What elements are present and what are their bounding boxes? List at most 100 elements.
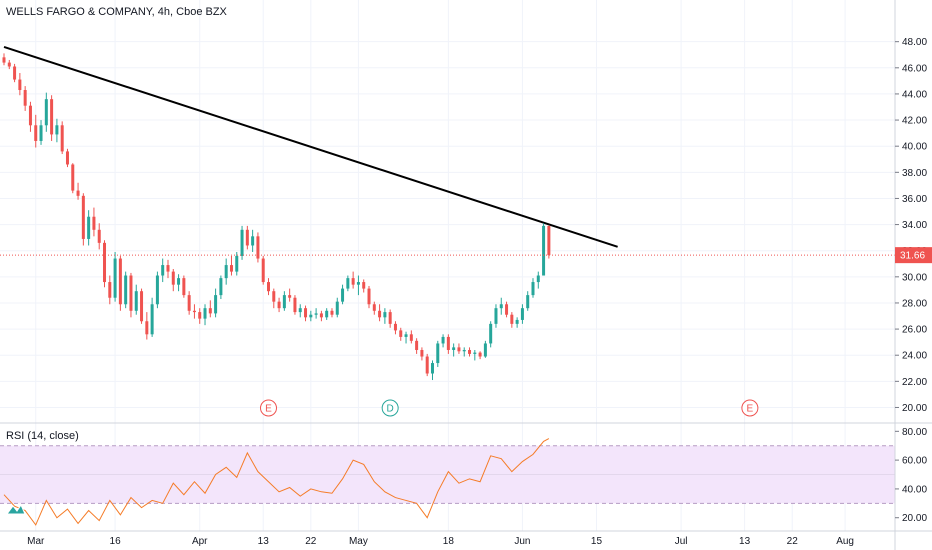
candle-body	[124, 275, 128, 305]
candle-body	[87, 216, 91, 239]
candle-body	[134, 291, 138, 311]
candle-body	[325, 310, 329, 318]
candle-body	[378, 310, 382, 318]
candle-body	[478, 352, 482, 357]
candle-body	[314, 313, 318, 315]
rsi-label: RSI (14, close)	[6, 430, 79, 442]
candle-body	[71, 164, 75, 191]
rsi-line	[3, 438, 550, 526]
candle-body	[55, 125, 59, 135]
candle-body	[161, 265, 165, 276]
candle-body	[430, 363, 434, 374]
candle-body	[415, 340, 419, 350]
candle-body	[23, 90, 27, 106]
earnings-marker-label: E	[747, 404, 754, 415]
candle-body	[404, 334, 408, 337]
current-price-label: 31.66	[900, 251, 925, 262]
time-tick-label: Jul	[675, 536, 688, 547]
price-tick-label: 26.00	[902, 325, 927, 336]
candle-body	[304, 308, 308, 318]
earnings-marker[interactable]	[260, 399, 277, 417]
time-tick-label: Aug	[836, 536, 854, 547]
candle-body	[436, 343, 440, 364]
candle-body	[499, 304, 503, 309]
time-tick-label: May	[349, 536, 368, 547]
price-tick-label: 28.00	[902, 298, 927, 309]
candle-body	[505, 304, 509, 315]
price-tick-label: 40.00	[902, 142, 927, 153]
candle-body	[399, 330, 403, 337]
grid	[0, 0, 895, 531]
candle-body	[515, 319, 519, 324]
time-tick-label: 16	[110, 536, 122, 547]
candle-body	[367, 288, 371, 305]
candle-body	[309, 314, 313, 318]
candle-body	[44, 99, 48, 126]
rsi-tick-label: 40.00	[902, 484, 927, 495]
time-tick-label: 13	[739, 536, 751, 547]
candle-body	[145, 321, 149, 335]
candle-body	[7, 62, 11, 67]
candle-body	[393, 323, 397, 331]
candle-body	[13, 66, 17, 80]
price-tick-label: 42.00	[902, 116, 927, 127]
candle-body	[298, 308, 302, 313]
candle-body	[166, 265, 170, 272]
earnings-marker[interactable]	[741, 399, 759, 417]
candle-body	[171, 271, 175, 285]
chart-title: WELLS FARGO & COMPANY, 4h, Cboe BZX	[6, 6, 228, 18]
candle-body	[341, 288, 345, 302]
rsi-tick-label: 60.00	[902, 456, 927, 467]
candle-body	[18, 79, 22, 91]
price-tick-label: 20.00	[902, 403, 927, 414]
candle-body	[420, 349, 424, 357]
tradingview-logo-icon[interactable]	[4, 500, 28, 518]
candle-body	[520, 308, 524, 320]
trendline-layer[interactable]	[3, 45, 618, 248]
candle-body	[28, 105, 32, 126]
candle-body	[425, 356, 429, 374]
candle-body	[351, 278, 355, 285]
rsi-tick-label: 20.00	[902, 513, 927, 524]
candle-body	[118, 258, 122, 305]
trendline[interactable]	[3, 45, 618, 248]
dividend-marker[interactable]	[381, 399, 399, 417]
candle-body	[108, 282, 112, 298]
candle-body	[208, 308, 212, 314]
candle-body	[97, 229, 101, 243]
candle-body	[388, 312, 392, 324]
candle-body	[256, 236, 260, 259]
candle-body	[330, 310, 334, 315]
rsi-tick-label: 80.00	[902, 427, 927, 438]
candle-body	[531, 282, 535, 296]
candle-body	[192, 310, 196, 313]
candle-body	[214, 295, 218, 314]
price-tick-label: 48.00	[902, 37, 927, 48]
candle-body	[409, 334, 413, 341]
candle-body	[362, 282, 366, 289]
candle-body	[483, 343, 487, 357]
rsi-line-layer	[3, 438, 550, 526]
price-tick-label: 36.00	[902, 194, 927, 205]
candle-body	[224, 265, 228, 279]
candle-body	[526, 295, 530, 309]
candle-body	[319, 313, 323, 318]
candle-body	[39, 125, 43, 141]
candle-body	[494, 308, 498, 324]
candle-body	[177, 278, 181, 285]
price-tick-label: 24.00	[902, 351, 927, 362]
candle-body	[60, 125, 64, 152]
price-tick-label: 34.00	[902, 220, 927, 231]
candle-body	[536, 275, 540, 283]
candle-body	[473, 352, 477, 354]
candle-body	[198, 312, 202, 319]
candle-body	[103, 242, 107, 283]
candle-body	[245, 229, 249, 246]
candle-body	[510, 314, 514, 324]
candle-body	[2, 57, 6, 63]
candle-body	[50, 99, 54, 135]
price-tick-label: 44.00	[902, 89, 927, 100]
